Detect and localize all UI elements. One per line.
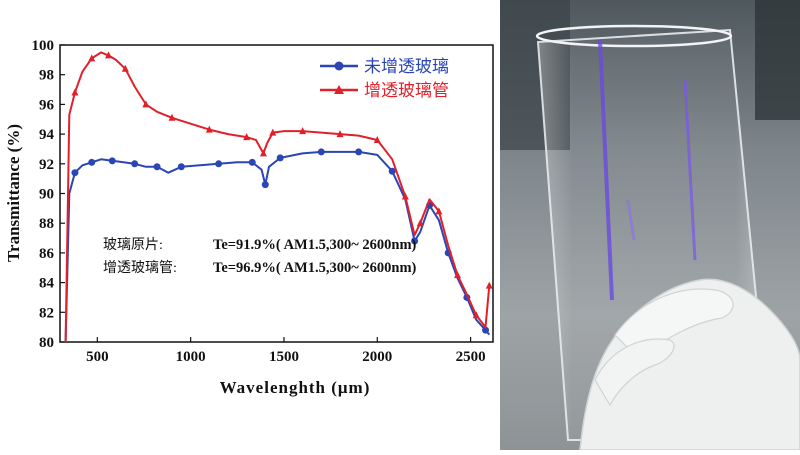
data-point — [142, 100, 150, 108]
x-axis-title: Wavelenghth (μm) — [220, 378, 371, 397]
data-point — [373, 136, 381, 144]
data-point — [108, 157, 116, 165]
y-tick-label: 82 — [39, 305, 54, 321]
annotation-value-1: Te=91.9%( AM1.5,300~ 2600nm) — [213, 237, 417, 253]
legend-marker-series-2 — [334, 85, 344, 94]
transmittance-chart: 80 82 84 86 88 90 92 94 96 98 100 500 1000 1500 2000 2… — [4, 38, 494, 397]
y-axis: 80 82 84 86 88 90 92 94 96 98 100 — [32, 38, 65, 351]
reflection-streak — [683, 79, 697, 261]
y-tick-label: 96 — [39, 97, 55, 113]
data-point — [243, 133, 251, 141]
y-tick-label: 80 — [39, 335, 54, 351]
legend: 未增透玻璃 增透玻璃管 — [320, 57, 449, 100]
data-point — [105, 51, 113, 59]
y-tick-label: 90 — [39, 187, 54, 203]
glove-thumb — [594, 338, 675, 407]
data-point — [248, 158, 256, 166]
data-point — [472, 311, 480, 319]
y-tick-label: 84 — [39, 276, 55, 292]
data-point — [299, 127, 307, 135]
data-point — [411, 237, 419, 245]
reflection-streak — [598, 39, 614, 301]
data-point — [168, 113, 176, 121]
x-tick-label: 500 — [86, 349, 109, 365]
data-point — [336, 130, 344, 138]
data-point — [401, 192, 409, 200]
data-point — [261, 181, 269, 189]
data-point — [71, 169, 79, 177]
chart-panel: 80 82 84 86 88 90 92 94 96 98 100 500 1000 1500 2000 2… — [4, 38, 494, 397]
data-point — [454, 271, 462, 279]
legend-label-series-1: 未增透玻璃 — [364, 57, 449, 76]
data-point — [121, 64, 129, 72]
legend-label-series-2: 增透玻璃管 — [364, 81, 449, 100]
x-tick-label: 1500 — [269, 349, 299, 365]
y-tick-label: 86 — [39, 246, 55, 262]
annotation-value-2: Te=96.9%( AM1.5,300~ 2600nm) — [213, 260, 417, 276]
data-point — [355, 148, 363, 156]
data-point — [71, 88, 79, 96]
y-axis-title: Transmittance (%) — [4, 124, 23, 262]
y-tick-label: 94 — [39, 127, 55, 143]
y-tick-label: 92 — [39, 157, 54, 173]
data-point — [276, 154, 284, 162]
photo-illustration — [500, 0, 800, 450]
photo-dark-object-right — [755, 0, 800, 120]
data-point — [88, 54, 96, 62]
y-tick-label: 98 — [39, 68, 54, 84]
data-point — [259, 149, 267, 157]
y-tick-label: 88 — [39, 216, 54, 232]
data-point — [88, 158, 96, 166]
annotation-label-2: 增透玻璃管: — [103, 259, 177, 276]
data-point — [215, 160, 223, 168]
data-point — [388, 167, 396, 175]
x-axis: 500 1000 1500 2000 2500 — [86, 337, 486, 365]
data-point — [317, 148, 325, 156]
glass-tube-photo — [500, 0, 800, 450]
data-point — [153, 163, 161, 171]
x-tick-label: 2500 — [456, 349, 486, 365]
data-point — [177, 163, 185, 171]
data-point — [205, 125, 213, 133]
reflection-streak — [626, 199, 636, 241]
y-tick-label: 100 — [32, 38, 55, 54]
x-tick-label: 1000 — [176, 349, 206, 365]
annotation-label-1: 玻璃原片: — [103, 236, 163, 253]
data-point — [485, 281, 493, 289]
data-point — [131, 160, 139, 168]
data-point — [269, 128, 277, 136]
data-point — [435, 207, 443, 215]
legend-marker-series-1 — [334, 61, 344, 71]
annotations: 玻璃原片: Te=91.9%( AM1.5,300~ 2600nm) 增透玻璃管… — [103, 236, 417, 276]
x-tick-label: 2000 — [362, 349, 392, 365]
series-layer — [64, 51, 493, 343]
data-point — [416, 219, 424, 227]
glass-tube-rim — [535, 24, 733, 48]
data-point — [482, 326, 490, 334]
